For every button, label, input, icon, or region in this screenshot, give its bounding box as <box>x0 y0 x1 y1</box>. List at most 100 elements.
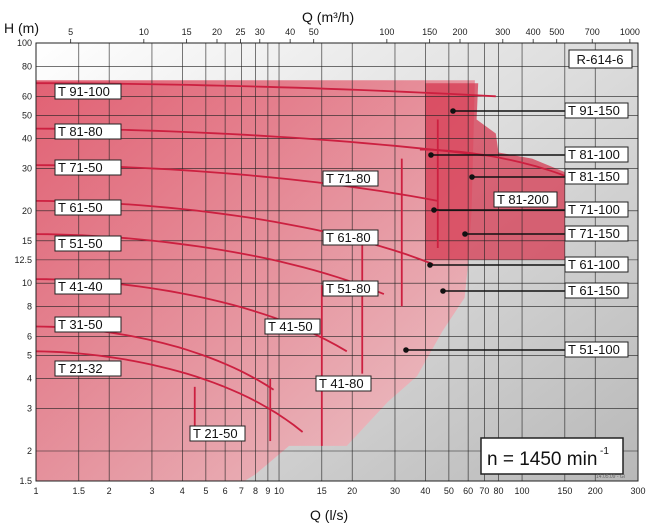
chart-title-box <box>568 49 633 69</box>
x-tick-label: 60 <box>463 486 473 496</box>
series-label: T 31-50 <box>58 317 103 332</box>
x-tick-label: 150 <box>557 486 572 496</box>
x-tick-label: 100 <box>515 486 530 496</box>
x-tick-label: 30 <box>390 486 400 496</box>
label-box <box>264 318 321 335</box>
t-81-150-curve <box>419 148 566 177</box>
chart-title: R-614-6 <box>577 52 624 67</box>
speed-label: n = 1450 min <box>487 449 597 470</box>
label-box <box>322 170 379 187</box>
series-label: T 21-50 <box>193 426 238 441</box>
x-tick-label: 40 <box>420 486 430 496</box>
label-box <box>564 102 629 119</box>
y-tick-label: 5 <box>27 350 32 360</box>
y-tick-label: 6 <box>27 331 32 341</box>
x-tick-label: 9 <box>265 486 270 496</box>
x-top-tick-label: 150 <box>422 27 437 37</box>
x-top-tick-label: 400 <box>526 27 541 37</box>
leader-dot <box>440 288 446 294</box>
label-box <box>54 159 122 176</box>
x-top-tick-label: 10 <box>139 27 149 37</box>
y-tick-label: 4 <box>27 374 32 384</box>
x-tick-label: 1.5 <box>73 486 86 496</box>
x-tick-label: 15 <box>317 486 327 496</box>
series-label: T 41-80 <box>319 376 364 391</box>
x-axis-top-ticks: 5 10 15 20 25 30 40 50 100 150 200 300 400 500 700 1000 <box>68 27 640 37</box>
x-tick-label: 7 <box>239 486 244 496</box>
label-box <box>54 83 122 100</box>
y-tick-label: 3 <box>27 404 32 414</box>
y-tick-label: 40 <box>22 134 32 144</box>
series-label: T 91-150 <box>568 103 620 118</box>
label-box <box>54 235 122 252</box>
x-top-tick-label: 40 <box>285 27 295 37</box>
x-axis-ticks: 1 1.5 2 3 4 5 6 7 8 9 10 15 20 30 40 50 60 70 80 100 150 200 3… <box>33 486 645 496</box>
series-label: T 41-50 <box>268 319 313 334</box>
y-tick-label: 15 <box>22 236 32 246</box>
x-tick-label: 1 <box>33 486 38 496</box>
series-label: T 61-80 <box>326 230 371 245</box>
label-box <box>54 123 122 140</box>
series-label: T 81-150 <box>568 169 620 184</box>
series-label: T 71-150 <box>568 226 620 241</box>
series-label: T 71-100 <box>568 202 620 217</box>
series-label: T 21-32 <box>58 361 103 376</box>
label-box <box>54 199 122 216</box>
x-tick-label: 4 <box>180 486 185 496</box>
label-box <box>322 229 379 246</box>
series-label: T 61-50 <box>58 200 103 215</box>
y-axis-ticks: 1.5 2 3 4 5 6 8 10 12.5 15 20 30 40 50 60 80 100 <box>14 38 32 486</box>
y-axis-title: H (m) <box>4 20 39 36</box>
x-tick-label: 200 <box>588 486 603 496</box>
label-box <box>564 146 629 163</box>
label-box <box>564 256 629 273</box>
x-tick-label: 70 <box>479 486 489 496</box>
label-box <box>564 341 629 358</box>
x-top-tick-label: 15 <box>182 27 192 37</box>
grid-lines <box>35 39 639 482</box>
x-top-tick-label: 300 <box>495 27 510 37</box>
series-label: T 81-80 <box>58 124 103 139</box>
y-tick-label: 20 <box>22 206 32 216</box>
label-box <box>315 375 372 392</box>
x-tick-label: 6 <box>223 486 228 496</box>
x-top-tick-label: 50 <box>309 27 319 37</box>
series-label: T 61-100 <box>568 257 620 272</box>
y-tick-label: 10 <box>22 278 32 288</box>
series-label: T 51-80 <box>326 281 371 296</box>
footnote: 14.05.09 - Gi <box>596 474 625 480</box>
x-top-tick-label: 30 <box>255 27 265 37</box>
leader-dot <box>462 231 468 237</box>
series-label: T 81-100 <box>568 147 620 162</box>
leader-dot <box>469 174 475 180</box>
x-tick-label: 3 <box>149 486 154 496</box>
y-tick-label: 60 <box>22 91 32 101</box>
label-box <box>54 316 122 333</box>
label-box <box>54 360 122 377</box>
x-tick-label: 80 <box>493 486 503 496</box>
label-box <box>564 225 629 242</box>
leader-dot <box>431 207 437 213</box>
x-top-tick-label: 5 <box>68 27 73 37</box>
speed-exponent: -1 <box>600 446 609 457</box>
x-tick-label: 300 <box>630 486 645 496</box>
series-labels: T 21-32 T 21-50 T 31-50 T 41-40 T 41-50 T 41-… <box>54 83 629 442</box>
series-label: T 71-50 <box>58 160 103 175</box>
upper-family-region <box>425 83 565 260</box>
x-axis-bottom-title: Q (l/s) <box>310 507 348 523</box>
label-box <box>564 282 629 299</box>
label-box <box>322 280 379 297</box>
y-tick-label: 2 <box>27 446 32 456</box>
x-tick-label: 8 <box>253 486 258 496</box>
series-label: T 91-100 <box>58 84 110 99</box>
x-axis-top-title: Q (m³/h) <box>302 9 354 25</box>
speed-box <box>480 437 624 475</box>
x-tick-label: 5 <box>203 486 208 496</box>
y-tick-label: 1.5 <box>19 476 32 486</box>
series-label: T 81-200 <box>497 192 549 207</box>
x-top-tick-label: 500 <box>549 27 564 37</box>
series-label: T 41-40 <box>58 279 103 294</box>
y-tick-label: 12.5 <box>14 255 32 265</box>
label-box <box>564 168 629 185</box>
x-tick-label: 50 <box>444 486 454 496</box>
